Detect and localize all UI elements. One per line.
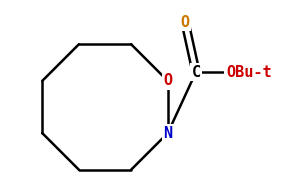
- Text: N: N: [163, 125, 172, 140]
- Text: O: O: [163, 73, 172, 88]
- Text: OBu-t: OBu-t: [226, 65, 272, 79]
- Text: C: C: [191, 65, 200, 79]
- Text: O: O: [180, 15, 189, 30]
